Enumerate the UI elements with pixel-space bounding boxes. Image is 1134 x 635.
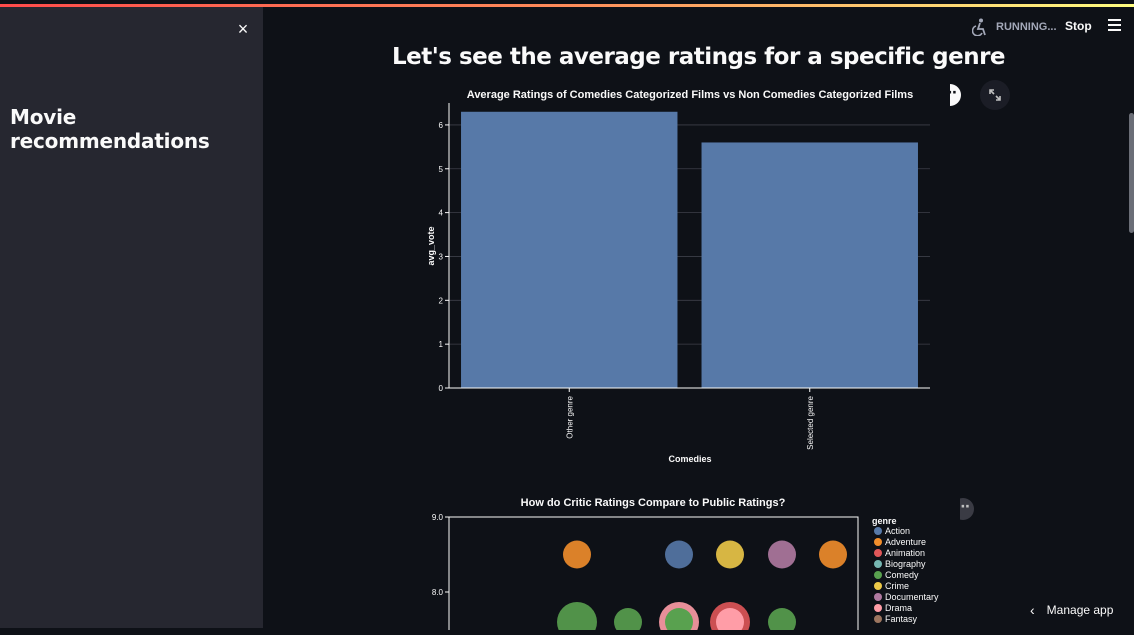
- y-tick-label: 5: [439, 165, 444, 174]
- legend-entry: Drama: [885, 603, 912, 613]
- y-tick-label: 2: [439, 296, 444, 305]
- chart-title: Average Ratings of Comedies Categorized …: [467, 89, 913, 101]
- scatter-point[interactable]: [768, 608, 796, 635]
- bar-chart-svg: Average Ratings of Comedies Categorized …: [426, 89, 930, 464]
- legend-swatch: [874, 560, 882, 568]
- legend-entry: Adventure: [885, 537, 926, 547]
- y-tick-label: 3: [439, 252, 444, 261]
- legend-swatch: [874, 604, 882, 612]
- fullscreen-icon[interactable]: [980, 80, 1010, 110]
- legend-entry: Crime: [885, 581, 909, 591]
- x-axis-label: Comedies: [668, 454, 711, 464]
- scatter-point[interactable]: [768, 540, 796, 569]
- stop-button[interactable]: Stop: [1065, 19, 1092, 33]
- sidebar-title: Movie recommendations: [10, 105, 210, 153]
- x-tick-label: Selected genre: [806, 395, 815, 449]
- x-tick-label: Other genre: [565, 395, 574, 438]
- scatter-point[interactable]: [665, 540, 693, 569]
- legend-title: genre: [872, 516, 897, 526]
- scatter-point[interactable]: [716, 540, 744, 569]
- scatter-point[interactable]: [819, 540, 847, 569]
- manage-app-label: Manage app: [1046, 603, 1114, 617]
- legend-swatch: [874, 615, 882, 623]
- chevron-left-icon: ‹: [1030, 602, 1035, 618]
- legend-entry: Comedy: [885, 570, 919, 580]
- y-tick-label: 6: [439, 121, 444, 130]
- y-tick-label: 0: [439, 384, 444, 393]
- accent-stripe: [0, 4, 1134, 7]
- scatter-point[interactable]: [614, 608, 642, 635]
- legend-swatch: [874, 527, 882, 535]
- scatter-point[interactable]: [557, 602, 597, 635]
- legend-swatch: [874, 582, 882, 590]
- bar-chart: Average Ratings of Comedies Categorized …: [420, 84, 950, 474]
- scrollbar[interactable]: [1129, 113, 1134, 233]
- legend-swatch: [874, 549, 882, 557]
- legend-entry: Documentary: [885, 592, 939, 602]
- running-status: RUNNING...: [972, 16, 1057, 38]
- page-title: Let's see the average ratings for a spec…: [391, 44, 1006, 70]
- close-icon[interactable]: ×: [237, 19, 249, 39]
- scatter-chart-svg: How do Critic Ratings Compare to Public …: [432, 497, 939, 635]
- legend-entry: Fantasy: [885, 614, 918, 624]
- manage-app-button[interactable]: ‹ Manage app: [1030, 601, 1113, 619]
- y-tick-label: 1: [439, 340, 444, 349]
- y-tick-label: 9.0: [432, 513, 444, 522]
- chart-title-2: How do Critic Ratings Compare to Public …: [521, 497, 786, 509]
- legend-swatch: [874, 593, 882, 601]
- y-axis-label: avg_vote: [426, 226, 436, 265]
- bar[interactable]: [461, 111, 678, 388]
- scatter-chart: How do Critic Ratings Compare to Public …: [420, 490, 960, 635]
- legend-swatch: [874, 571, 882, 579]
- y-tick-label: 8.0: [432, 588, 444, 597]
- legend-entry: Animation: [885, 548, 925, 558]
- scatter-point[interactable]: [563, 540, 591, 569]
- legend-entry: Action: [885, 526, 910, 536]
- bar[interactable]: [701, 142, 918, 388]
- top-bar: [0, 0, 1134, 7]
- y-tick-label: 4: [439, 209, 444, 218]
- legend-entry: Biography: [885, 559, 926, 569]
- sidebar: × Movie recommendations: [0, 7, 263, 628]
- legend-swatch: [874, 538, 882, 546]
- accessibility-running-icon: [972, 18, 986, 36]
- status-text: RUNNING...: [996, 21, 1057, 33]
- hamburger-menu-icon[interactable]: [1108, 19, 1122, 33]
